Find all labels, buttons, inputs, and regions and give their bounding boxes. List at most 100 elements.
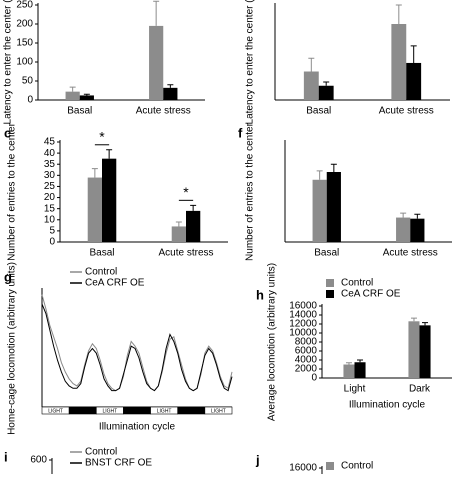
error-bar	[323, 81, 330, 86]
error-bar	[316, 170, 323, 180]
y-tick-label: 16000	[289, 301, 317, 312]
bar	[79, 95, 94, 100]
legend-label: CeA CRF OE	[341, 289, 401, 300]
panel-letter: j	[255, 452, 260, 467]
y-axis-label: Latency to enter the center (sec)	[3, 0, 14, 124]
y-tick-label: 20	[44, 192, 56, 203]
y-tick-label: 35	[44, 159, 56, 170]
legend-label: Control	[341, 278, 373, 289]
panel-letter: i	[4, 449, 8, 464]
bar	[171, 226, 186, 242]
y-tick-label: 45	[44, 137, 56, 148]
y-axis-label: Number of entries to the center	[7, 122, 18, 261]
bar	[163, 87, 178, 100]
bar	[87, 177, 102, 242]
legend-swatch	[326, 290, 334, 298]
legend-swatch	[326, 462, 334, 470]
y-tick-label: 100	[16, 57, 33, 68]
y-tick-label: 6000	[295, 346, 318, 357]
bar	[419, 325, 431, 378]
panel-letter: h	[256, 287, 264, 302]
y-tick-label: 0	[49, 237, 55, 248]
cycle-label: DARK	[76, 408, 91, 414]
x-axis-label: Illumination cycle	[99, 422, 176, 433]
error-bar	[357, 359, 364, 363]
error-bar	[91, 168, 98, 178]
bar	[318, 85, 334, 100]
bar	[312, 179, 327, 242]
bar	[354, 362, 366, 378]
y-tick-label: 2000	[295, 364, 318, 375]
error-bar	[345, 362, 352, 365]
x-axis-label: Illumination cycle	[349, 400, 426, 411]
y-tick-label: 600	[30, 455, 47, 466]
significance-marker: *	[99, 128, 105, 144]
x-tick-label: Basal	[89, 248, 114, 259]
x-tick-label: Acute stress	[383, 248, 438, 259]
legend-label: Control	[341, 461, 373, 472]
error-bar	[395, 4, 402, 24]
error-bar	[308, 57, 315, 72]
error-bar	[330, 163, 337, 172]
error-bar	[190, 204, 197, 211]
bar	[343, 364, 355, 378]
error-bar	[83, 93, 90, 96]
cycle-label: DARK	[184, 408, 199, 414]
x-tick-label: Basal	[67, 106, 92, 117]
bar	[149, 25, 164, 100]
cycle-label: LIGHT	[48, 408, 63, 414]
legend-label: Control	[85, 447, 117, 458]
bar	[406, 62, 422, 100]
error-bar	[153, 0, 160, 26]
error-bar	[410, 317, 417, 322]
significance-marker: *	[183, 184, 189, 200]
x-tick-label: Acute stress	[379, 106, 434, 117]
y-tick-label: 25	[44, 181, 56, 192]
series-line	[41, 303, 233, 392]
y-tick-label: 5	[49, 226, 55, 237]
legend-swatch	[326, 279, 334, 287]
panel-letter: c	[4, 125, 11, 140]
x-tick-label: Acute stress	[136, 106, 191, 117]
cycle-label: LIGHT	[211, 408, 226, 414]
x-tick-label: Basal	[306, 106, 331, 117]
error-bar	[69, 86, 76, 92]
panel-letter: g	[4, 269, 12, 284]
panel-letter: f	[238, 125, 243, 140]
x-tick-label: Dark	[409, 384, 431, 395]
y-tick-label: 50	[22, 76, 34, 87]
y-tick-label: 16000	[289, 463, 317, 474]
y-tick-label: 40	[44, 148, 56, 159]
x-tick-label: Acute stress	[158, 248, 213, 259]
y-axis-label: Number of entries to the center	[245, 122, 256, 261]
cycle-label: LIGHT	[102, 408, 117, 414]
error-bar	[175, 221, 182, 227]
bar	[303, 71, 319, 100]
bar	[326, 172, 341, 242]
cycle-label: DARK	[130, 408, 145, 414]
y-tick-label: 10	[44, 214, 56, 225]
error-bar	[410, 45, 417, 63]
error-bar	[106, 149, 113, 159]
error-bar	[422, 322, 429, 326]
y-tick-label: 30	[44, 170, 56, 181]
legend-label: BNST CRF OE	[85, 458, 152, 469]
bar	[65, 91, 80, 100]
error-bar	[400, 212, 407, 218]
y-tick-label: 200	[16, 19, 33, 30]
bar	[102, 158, 117, 242]
error-bar	[167, 84, 174, 88]
y-tick-label: 10000	[289, 328, 317, 339]
bar	[396, 217, 411, 242]
cycle-label: LIGHT	[157, 408, 172, 414]
legend-label: Control	[85, 267, 117, 278]
y-tick-label: 150	[16, 38, 33, 49]
bar	[186, 210, 201, 242]
y-axis-label: Latency to enter the center (sec)	[245, 0, 256, 124]
series-line	[41, 294, 233, 392]
x-tick-label: Light	[344, 384, 366, 395]
y-tick-label: 0	[311, 373, 317, 384]
y-tick-label: 14000	[289, 310, 317, 321]
